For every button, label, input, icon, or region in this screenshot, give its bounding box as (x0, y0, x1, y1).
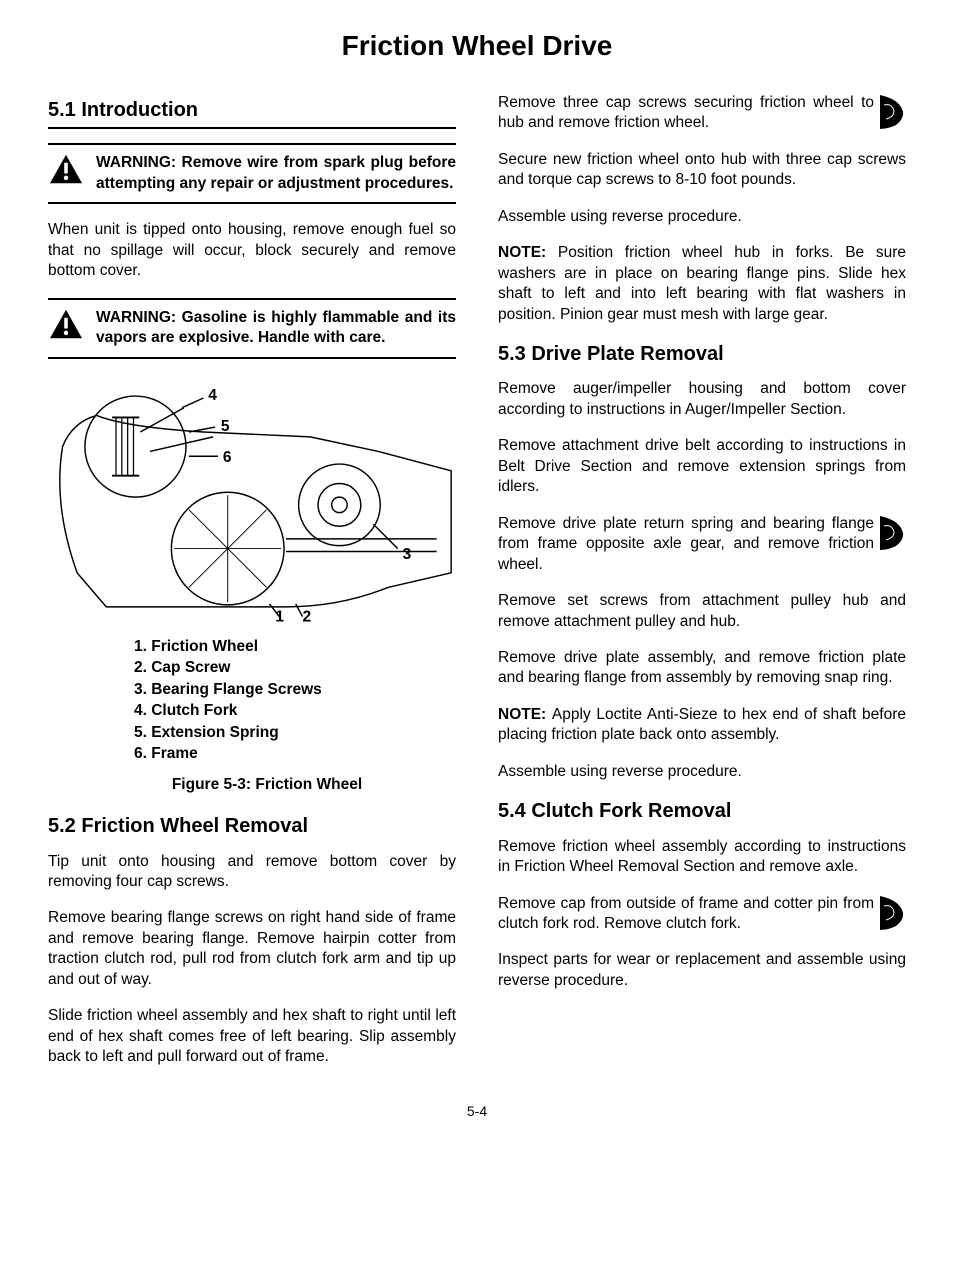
thumb-index-icon (880, 95, 906, 129)
note-lead: NOTE: (498, 244, 558, 261)
legend-item: 5. Extension Spring (134, 723, 456, 743)
callout-4: 4 (208, 386, 217, 403)
two-column-layout: 5.1 Introduction WARNING: Remove wire fr… (48, 93, 906, 1084)
body-paragraph: Remove bearing flange screws on right ha… (48, 908, 456, 990)
note-paragraph: NOTE: Position friction wheel hub in for… (498, 243, 906, 325)
body-paragraph: Remove drive plate return spring and bea… (498, 514, 906, 575)
body-paragraph: Remove drive plate assembly, and remove … (498, 648, 906, 689)
thumb-index-icon (880, 896, 906, 930)
body-paragraph: Tip unit onto housing and remove bottom … (48, 852, 456, 893)
body-paragraph: Assemble using reverse procedure. (498, 762, 906, 782)
section-5-1-heading: 5.1 Introduction (48, 97, 456, 129)
body-paragraph: Remove set screws from attachment pulley… (498, 591, 906, 632)
figure-5-3: 4 5 6 3 1 2 (48, 375, 456, 631)
note-body: Apply Loctite Anti-Sieze to hex end of s… (498, 706, 906, 743)
body-paragraph: Inspect parts for wear or replacement an… (498, 950, 906, 991)
body-paragraph: Remove three cap screws securing frictio… (498, 93, 906, 134)
legend-item: 2. Cap Screw (134, 658, 456, 678)
callout-1: 1 (275, 608, 284, 625)
callout-2: 2 (303, 608, 312, 625)
body-paragraph: When unit is tipped onto housing, remove… (48, 220, 456, 281)
warning-triangle-icon (48, 153, 84, 185)
body-paragraph: Remove friction wheel assembly according… (498, 837, 906, 878)
section-5-4-heading: 5.4 Clutch Fork Removal (498, 798, 906, 824)
body-paragraph: Remove auger/impeller housing and bottom… (498, 379, 906, 420)
legend-item: 3. Bearing Flange Screws (134, 680, 456, 700)
section-5-2-heading: 5.2 Friction Wheel Removal (48, 813, 456, 839)
warning-text: WARNING: Gasoline is highly flammable an… (96, 308, 456, 349)
body-paragraph: Assemble using reverse procedure. (498, 207, 906, 227)
body-paragraph: Slide friction wheel assembly and hex sh… (48, 1006, 456, 1067)
note-body: Position friction wheel hub in forks. Be… (498, 244, 906, 322)
left-column: 5.1 Introduction WARNING: Remove wire fr… (48, 93, 456, 1084)
right-column: Remove three cap screws securing frictio… (498, 93, 906, 1084)
section-5-3-heading: 5.3 Drive Plate Removal (498, 341, 906, 367)
note-lead: NOTE: (498, 706, 552, 723)
page-title: Friction Wheel Drive (48, 28, 906, 65)
warning-triangle-icon (48, 308, 84, 340)
legend-item: 4. Clutch Fork (134, 701, 456, 721)
callout-3: 3 (403, 546, 412, 563)
callout-5: 5 (221, 418, 230, 435)
figure-caption: Figure 5-3: Friction Wheel (48, 775, 456, 795)
warning-text: WARNING: Remove wire from spark plug bef… (96, 153, 456, 194)
thumb-index-icon (880, 516, 906, 550)
body-paragraph: Remove attachment drive belt according t… (498, 436, 906, 497)
page-number: 5-4 (48, 1102, 906, 1120)
callout-6: 6 (223, 449, 232, 466)
note-paragraph: NOTE: Apply Loctite Anti-Sieze to hex en… (498, 705, 906, 746)
body-paragraph: Remove cap from outside of frame and cot… (498, 894, 906, 935)
warning-box-gasoline: WARNING: Gasoline is highly flammable an… (48, 298, 456, 359)
legend-item: 6. Frame (134, 744, 456, 764)
figure-legend: 1. Friction Wheel 2. Cap Screw 3. Bearin… (48, 637, 456, 765)
warning-box-spark-plug: WARNING: Remove wire from spark plug bef… (48, 143, 456, 204)
body-paragraph: Secure new friction wheel onto hub with … (498, 150, 906, 191)
legend-item: 1. Friction Wheel (134, 637, 456, 657)
figure-illustration: 4 5 6 3 1 2 (48, 375, 456, 625)
